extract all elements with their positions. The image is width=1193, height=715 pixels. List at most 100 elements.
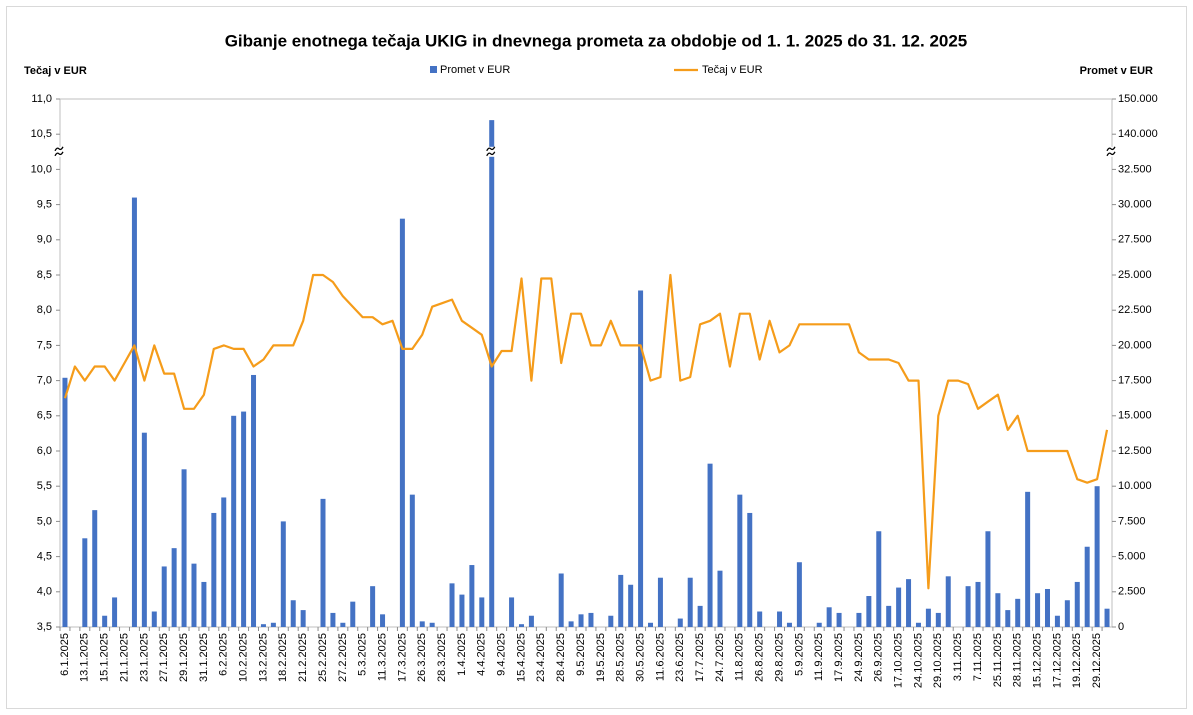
y-tick-label: 8,0 [37, 304, 52, 316]
bar [826, 607, 832, 627]
bar [1094, 486, 1100, 627]
y-tick-label: 4,5 [37, 551, 52, 563]
y2-axis-title: Promet v EUR [1080, 65, 1153, 77]
bar [1104, 608, 1110, 627]
x-tick-label: 23.6.2025 [674, 633, 686, 682]
legend-label: Promet v EUR [440, 64, 510, 76]
bar [1035, 593, 1041, 627]
x-tick-label: 17.12.2025 [1051, 633, 1063, 688]
bar [429, 622, 435, 627]
x-tick-label: 29.8.2025 [773, 633, 785, 682]
bar [945, 576, 951, 627]
bar [380, 614, 386, 627]
x-tick-label: 28.3.2025 [436, 633, 448, 682]
bar [211, 512, 217, 627]
bar [925, 608, 931, 627]
y-tick-label: 5,0 [37, 515, 52, 527]
y2-tick-label: 10.000 [1118, 480, 1152, 492]
y-tick-label: 10,5 [31, 128, 52, 140]
bar [399, 218, 405, 627]
bar [786, 622, 792, 627]
bar [747, 512, 753, 627]
bar [260, 624, 266, 627]
x-tick-label: 15.1.2025 [99, 633, 111, 682]
bar [320, 498, 326, 627]
bar-break [486, 146, 496, 157]
y2-tick-label: 32.500 [1118, 163, 1152, 175]
bar [677, 618, 683, 627]
bar-break [485, 146, 498, 157]
bar [280, 521, 286, 627]
bar [935, 612, 941, 627]
y-axis-title: Tečaj v EUR [24, 65, 87, 77]
x-tick-label: 31.1.2025 [198, 633, 210, 682]
x-tick-label: 17.9.2025 [833, 633, 845, 682]
x-tick-label: 26.9.2025 [873, 633, 885, 682]
bar [618, 574, 624, 627]
bar [171, 548, 177, 627]
y-tick-label: 6,5 [37, 410, 52, 422]
x-tick-label: 26.3.2025 [416, 633, 428, 682]
y2-tick-label: 5.000 [1118, 551, 1146, 563]
bar [836, 612, 842, 627]
bar [697, 605, 703, 627]
bar [975, 581, 981, 627]
x-tick-label: 23.4.2025 [535, 633, 547, 682]
bar [965, 586, 971, 627]
x-tick-label: 3.11.2025 [952, 633, 964, 681]
x-tick-label: 13.2.2025 [257, 633, 269, 682]
x-tick-label: 11.6.2025 [654, 633, 666, 681]
x-tick-label: 15.4.2025 [515, 633, 527, 682]
bar [201, 581, 207, 627]
y-tick-label: 5,5 [37, 480, 52, 492]
bar [102, 615, 108, 627]
x-tick-label: 11.9.2025 [813, 633, 825, 681]
bar [1064, 600, 1070, 627]
y2-tick-label: 17.500 [1118, 375, 1152, 387]
bar [707, 463, 713, 627]
bar [469, 565, 475, 627]
bar [886, 605, 892, 627]
bar [906, 579, 912, 627]
bar [251, 374, 257, 627]
bar [221, 497, 227, 627]
x-tick-label: 19.12.2025 [1071, 633, 1083, 688]
bar [191, 563, 197, 627]
bar [717, 570, 723, 627]
y2-tick-label: 7.500 [1118, 515, 1146, 527]
bar [816, 622, 822, 627]
x-tick-label: 17.7.2025 [694, 633, 706, 682]
y2-tick-label: 22.500 [1118, 304, 1152, 316]
y-tick-label: 10,0 [31, 163, 52, 175]
bar [638, 290, 644, 627]
bar [568, 621, 574, 627]
bar [62, 377, 68, 627]
bar [1015, 598, 1021, 627]
bar [151, 611, 157, 627]
x-tick-label: 18.2.2025 [277, 633, 289, 682]
bar [985, 531, 991, 627]
bar [777, 611, 783, 627]
y-tick-label: 9,0 [37, 234, 52, 246]
bar [509, 597, 515, 627]
x-tick-label: 21.1.2025 [118, 633, 130, 682]
x-tick-label: 17.3.2025 [396, 633, 408, 682]
x-tick-label: 7.11.2025 [972, 633, 984, 681]
x-tick-label: 27.1.2025 [158, 633, 170, 682]
y-tick-label: 3,5 [37, 621, 52, 633]
bar [856, 612, 862, 627]
x-tick-label: 28.11.2025 [1012, 633, 1024, 687]
x-tick-label: 13.1.2025 [79, 633, 91, 682]
bar [459, 594, 465, 627]
bar [231, 415, 237, 627]
x-tick-label: 10.2.2025 [238, 633, 250, 682]
bar [300, 610, 306, 627]
x-tick-label: 11.3.2025 [376, 633, 388, 681]
y-tick-label: 6,0 [37, 445, 52, 457]
bar [866, 596, 872, 627]
x-tick-label: 21.2.2025 [297, 633, 309, 682]
y2-tick-label: 30.000 [1118, 199, 1152, 211]
axis-break [54, 146, 64, 157]
x-tick-label: 15.12.2025 [1031, 633, 1043, 688]
